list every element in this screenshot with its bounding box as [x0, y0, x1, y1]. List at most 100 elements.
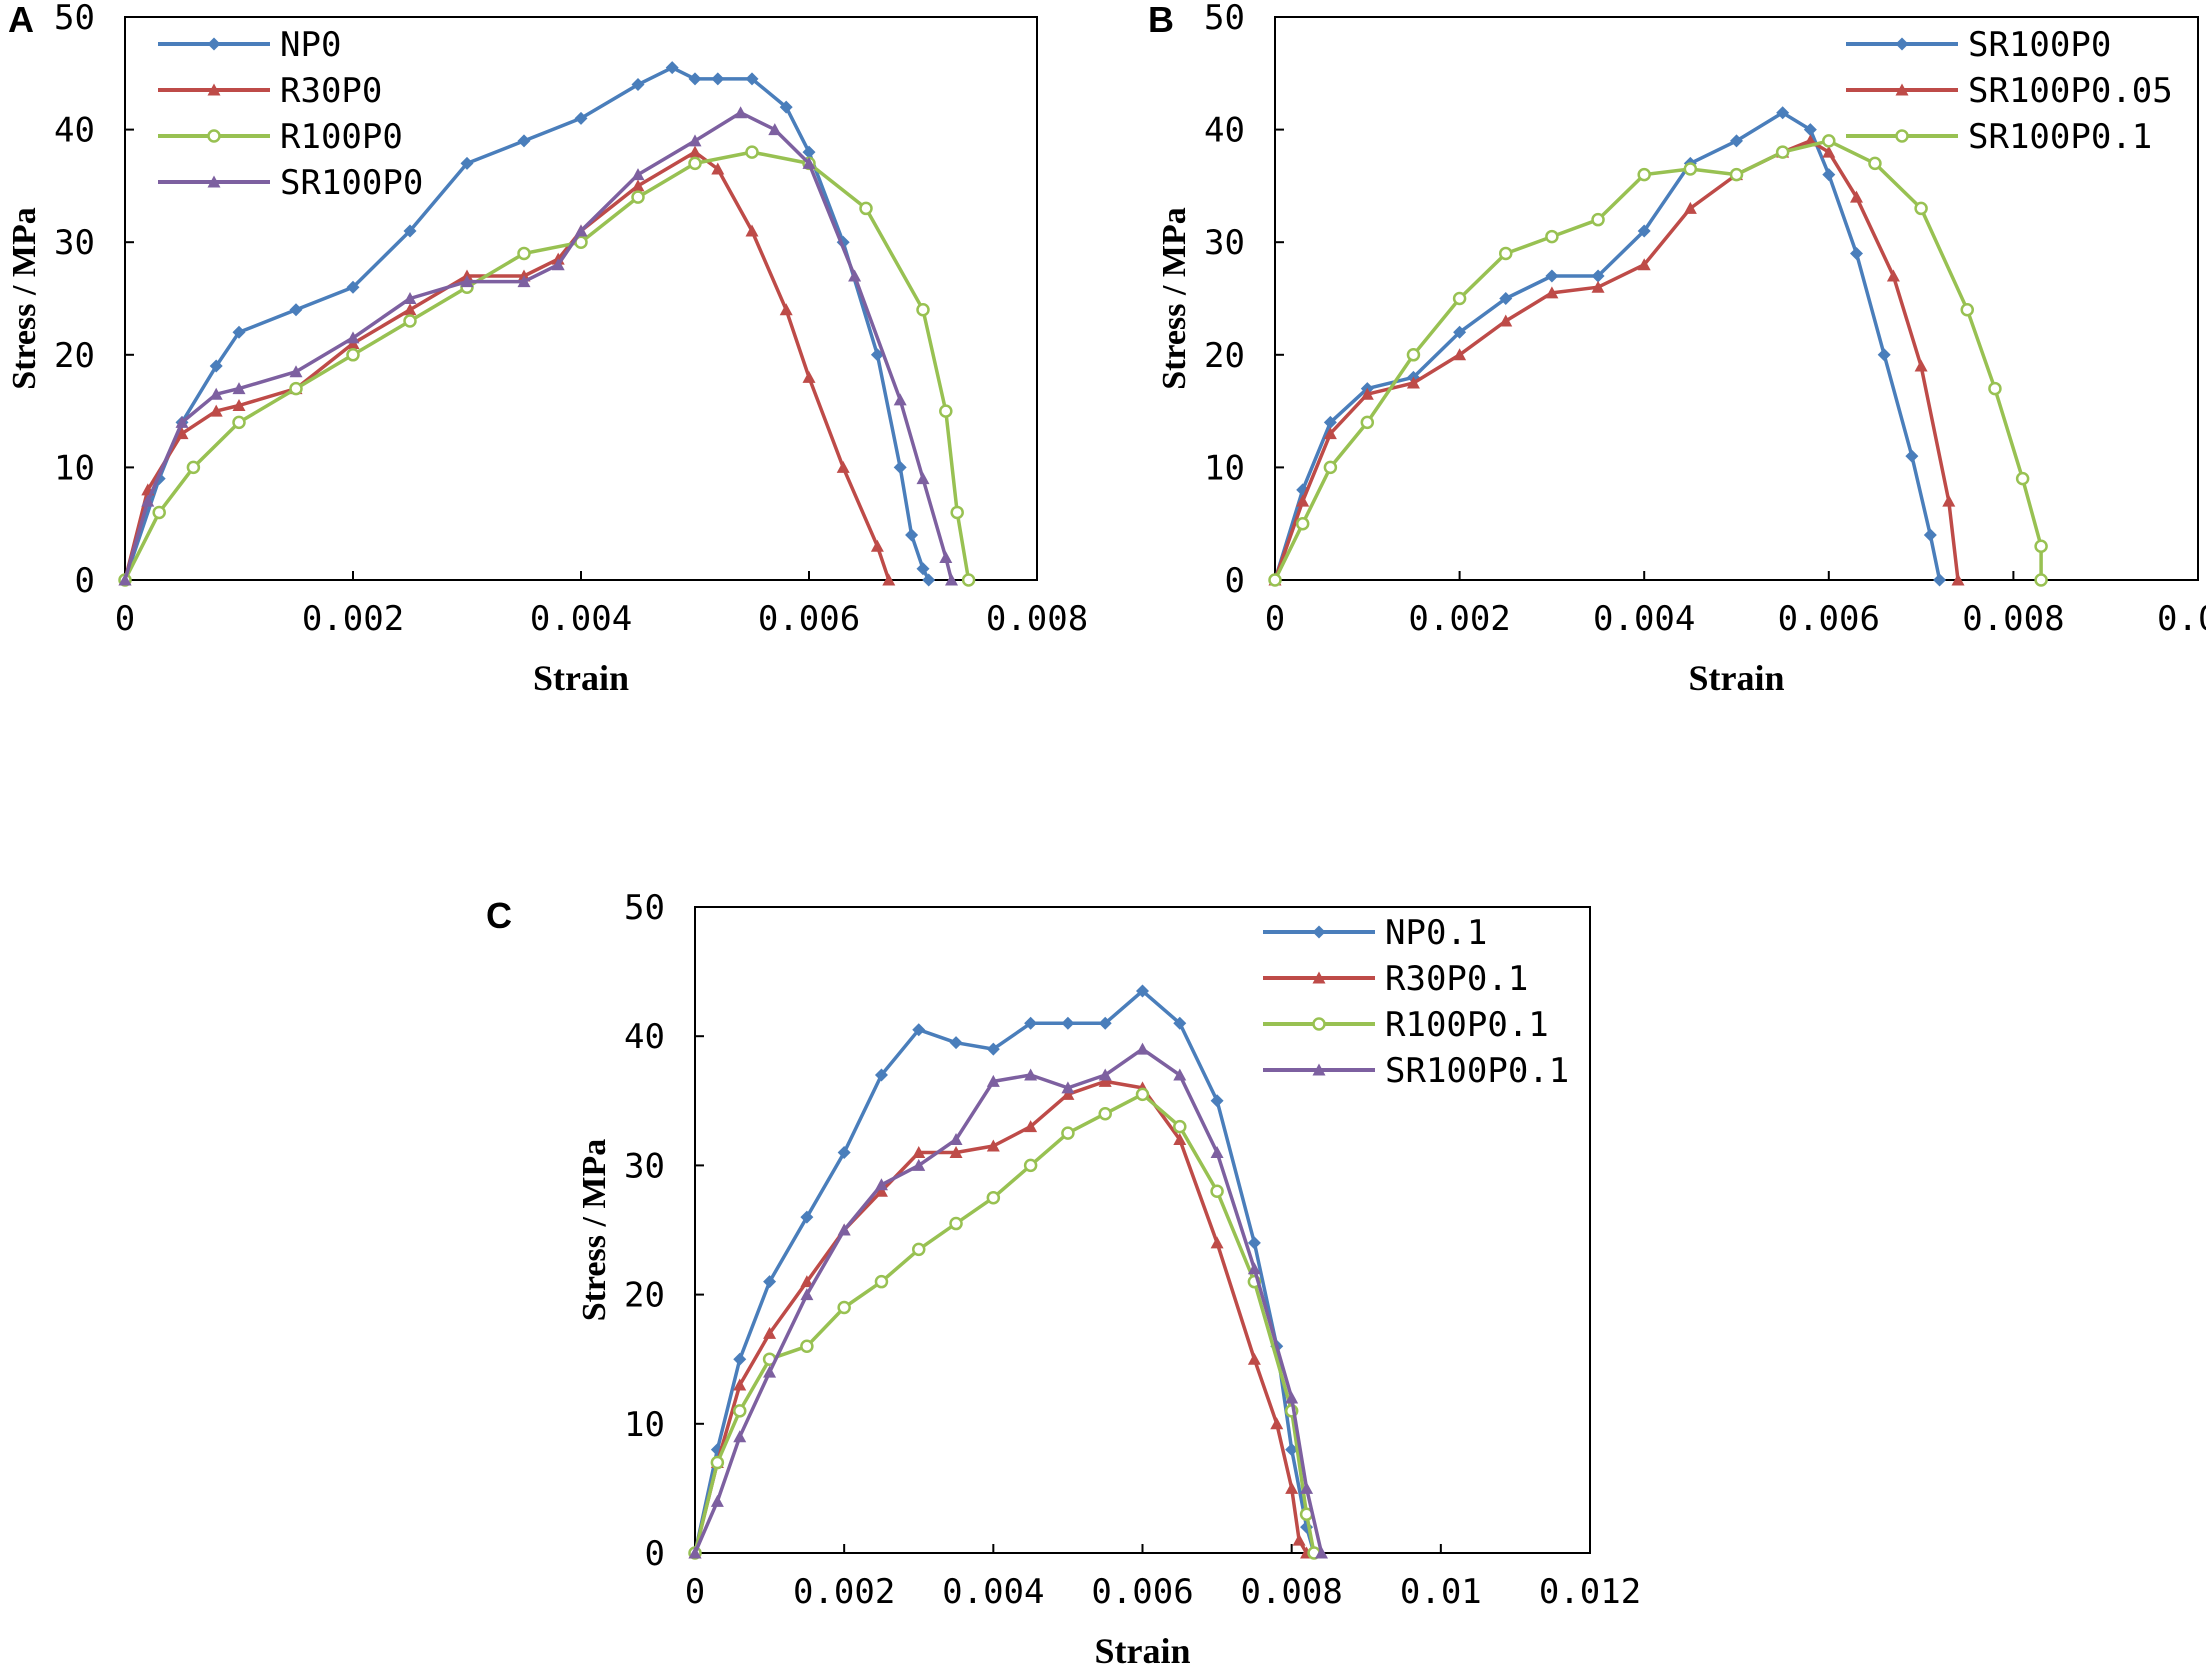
series-line [1273, 110, 1942, 581]
data-point [802, 145, 816, 159]
data-point [688, 145, 702, 158]
data-point [800, 1339, 814, 1354]
data-point [517, 275, 531, 288]
data-point [1951, 573, 1965, 586]
plot-frame [124, 16, 1038, 581]
data-point [346, 331, 360, 344]
data-point [800, 1275, 814, 1288]
data-point [403, 314, 417, 328]
data-point [175, 427, 189, 440]
data-point [939, 550, 953, 563]
x-tick-label: 0.002 [302, 599, 404, 639]
data-point [916, 562, 930, 576]
data-point [688, 156, 702, 171]
chart-panel-A: A 0 10 20 30 40 50 0 0.002 0.004 0.006 0.008 Strain S… [6, 0, 1088, 698]
data-point [1545, 229, 1559, 244]
data-point [1849, 246, 1863, 260]
y-tick-label: 40 [54, 111, 95, 151]
data-point [874, 1178, 888, 1191]
legend-label: R100P0.1 [1385, 1005, 1549, 1045]
data-point [939, 404, 953, 418]
data-point [745, 72, 759, 86]
data-point [1173, 1016, 1187, 1030]
x-tick-label: 0.006 [1091, 1572, 1193, 1612]
data-point [1285, 1391, 1299, 1404]
data-point [1591, 269, 1605, 283]
data-point [1323, 460, 1338, 475]
data-point [1683, 162, 1698, 176]
data-point [1545, 286, 1559, 299]
data-point [1730, 134, 1743, 148]
legend-entry: R100P0 [158, 117, 403, 157]
data-point [232, 325, 246, 339]
data-point [961, 573, 976, 587]
x-tick-label: 0.01 [2157, 599, 2206, 639]
data-point [1210, 1145, 1224, 1158]
data-point [1822, 145, 1836, 158]
data-point [986, 1190, 1001, 1205]
data-point [836, 460, 850, 473]
data-point [1775, 145, 1790, 159]
data-point [893, 393, 907, 406]
x-tick-label: 0.004 [942, 1572, 1044, 1612]
data-point [733, 1404, 747, 1418]
legend-marker [1312, 1063, 1326, 1076]
data-point [893, 460, 907, 474]
data-point [2015, 471, 2030, 486]
series-SR100P0 [118, 106, 958, 586]
x-axis-title: Strain [1094, 1631, 1190, 1671]
data-point [460, 275, 474, 288]
data-point [346, 348, 360, 362]
data-point [802, 370, 816, 383]
data-point [551, 258, 565, 271]
data-point [986, 1139, 1000, 1152]
data-point [1942, 494, 1956, 507]
data-point [2034, 573, 2048, 587]
data-point [1452, 291, 1467, 306]
data-point [1933, 573, 1947, 587]
data-point [1453, 325, 1467, 339]
data-point [1247, 1352, 1261, 1365]
data-point [848, 269, 862, 282]
legend-marker [1312, 925, 1326, 939]
data-point [1591, 212, 1605, 227]
data-point [1868, 156, 1882, 171]
y-tick-label: 40 [624, 1017, 665, 1057]
y-tick-label: 30 [624, 1146, 665, 1186]
panel-label: C [486, 895, 512, 936]
data-point [152, 505, 166, 520]
data-point [1776, 106, 1790, 120]
data-point [1877, 348, 1891, 362]
series-line [123, 150, 971, 581]
x-tick-label: 0.004 [530, 599, 632, 639]
y-tick-label: 20 [624, 1276, 665, 1316]
y-tick-label: 30 [54, 223, 95, 263]
legend-entry: SR100P0.1 [1263, 1051, 1569, 1091]
legend-marker [1895, 83, 1909, 96]
data-point [1285, 1481, 1299, 1494]
data-point [1499, 246, 1513, 261]
legend-label: R30P0 [280, 71, 382, 111]
y-tick-label: 20 [54, 336, 95, 376]
data-point [1923, 528, 1937, 542]
data-point [1360, 387, 1374, 400]
series-SR100P0.1 [1268, 134, 2048, 587]
data-point [1545, 269, 1559, 283]
data-point [1247, 1262, 1261, 1275]
data-point [1295, 516, 1310, 531]
data-point [763, 1365, 777, 1378]
x-tick-label: 0.008 [1962, 599, 2064, 639]
data-point [763, 1275, 777, 1289]
data-point [1173, 1119, 1187, 1134]
data-point [1024, 1120, 1038, 1133]
series-NP0 [118, 61, 936, 587]
series-line [123, 150, 891, 581]
legend-entry: SR100P0.1 [1846, 117, 2152, 157]
x-tick-label: 0.006 [1778, 599, 1880, 639]
x-tick-label: 0.004 [1593, 599, 1695, 639]
data-point [912, 1158, 926, 1171]
chart-panel-C: C 0 10 20 30 40 50 0 0.002 0.004 0.006 0.008 0.01 0.0… [486, 888, 1641, 1671]
x-tick-label: 0.002 [793, 1572, 895, 1612]
legend-entry: SR100P0 [158, 163, 423, 203]
data-point [1292, 1533, 1306, 1546]
